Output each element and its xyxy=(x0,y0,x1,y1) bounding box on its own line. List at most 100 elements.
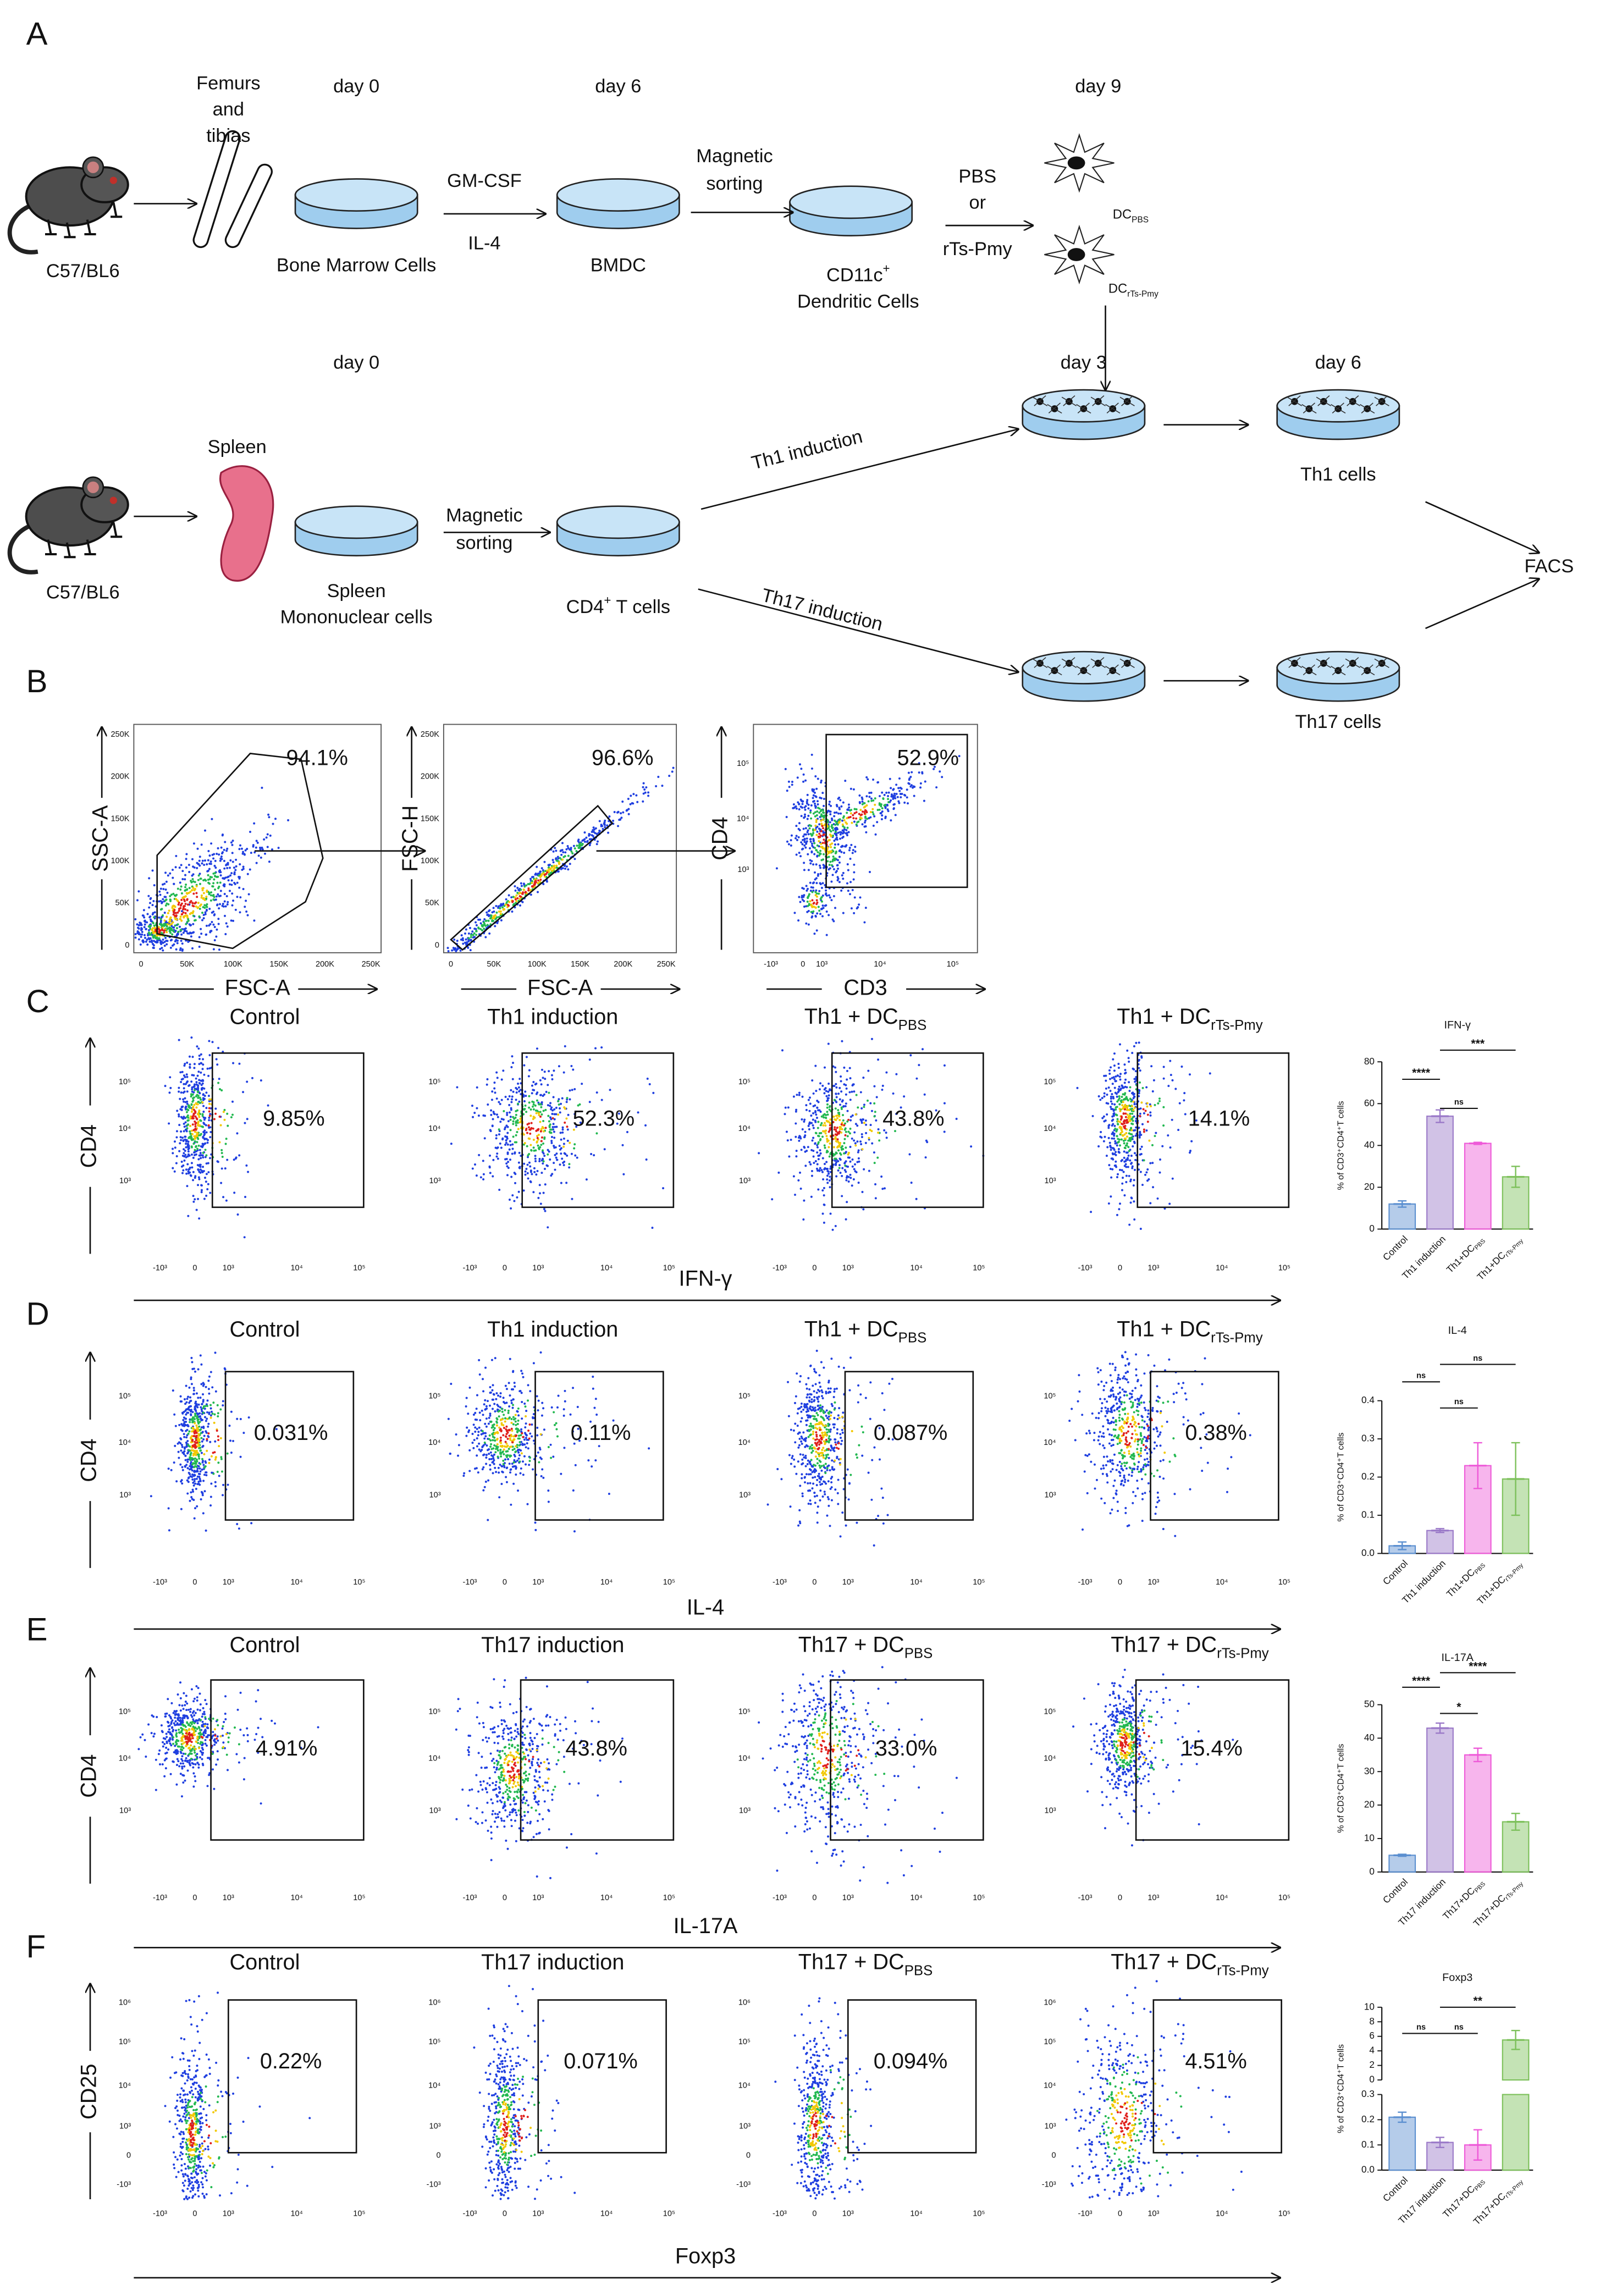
event-dot xyxy=(141,933,144,936)
event-dot xyxy=(886,803,889,806)
event-dot xyxy=(648,1083,651,1085)
event-dot xyxy=(1146,1113,1149,1116)
event-dot xyxy=(1124,1116,1127,1118)
event-dot xyxy=(644,791,647,794)
event-dot xyxy=(207,874,209,876)
event-dot xyxy=(201,1461,204,1464)
event-dot xyxy=(855,817,858,820)
event-dot xyxy=(525,884,528,887)
event-dot xyxy=(647,794,650,797)
event-dot xyxy=(1118,1138,1121,1141)
event-dot xyxy=(812,1092,815,1095)
event-dot xyxy=(819,1138,822,1140)
event-dot xyxy=(522,1133,525,1136)
label: GM-CSF xyxy=(447,170,522,191)
event-dot xyxy=(1129,1159,1132,1162)
event-dot xyxy=(216,1471,219,1473)
event-dot xyxy=(173,909,176,912)
event-dot xyxy=(814,805,817,808)
event-dot xyxy=(492,1175,494,1178)
event-dot xyxy=(217,893,219,896)
event-dot xyxy=(192,1074,195,1077)
event-dot xyxy=(178,1039,180,1041)
event-dot xyxy=(549,1105,551,1107)
event-dot xyxy=(842,871,845,874)
event-dot xyxy=(172,869,174,871)
event-dot xyxy=(820,900,823,903)
event-dot xyxy=(662,1187,665,1190)
event-dot xyxy=(518,1151,521,1154)
event-dot xyxy=(506,1113,509,1116)
mouse-ear-inner xyxy=(87,161,99,173)
event-dot xyxy=(202,1058,205,1061)
event-dot xyxy=(903,793,906,796)
label: C57/BL6 xyxy=(46,261,120,282)
event-dot xyxy=(841,874,843,877)
event-dot xyxy=(533,882,536,885)
event-dot xyxy=(565,1182,568,1184)
event-dot xyxy=(179,888,182,891)
event-dot xyxy=(1169,1074,1172,1077)
event-dot xyxy=(461,937,464,940)
event-dot xyxy=(943,1102,946,1105)
event-dot xyxy=(196,1469,198,1472)
event-dot xyxy=(504,1126,507,1129)
event-dot xyxy=(554,1153,556,1156)
event-dot xyxy=(814,824,817,827)
event-dot xyxy=(837,1109,840,1112)
event-dot xyxy=(784,1106,787,1109)
event-dot xyxy=(807,829,809,832)
event-dot xyxy=(529,1169,532,1172)
event-dot xyxy=(823,1194,825,1197)
event-dot xyxy=(854,1144,857,1147)
y-tick-label: 10⁵ xyxy=(737,759,749,768)
event-dot xyxy=(247,1171,250,1173)
event-dot xyxy=(224,1167,227,1170)
event-dot xyxy=(193,1470,196,1473)
event-dot xyxy=(180,892,183,895)
event-dot xyxy=(189,1405,191,1408)
event-dot xyxy=(542,1191,545,1194)
event-dot xyxy=(203,904,206,907)
event-dot xyxy=(1129,1086,1132,1089)
event-dot xyxy=(205,1131,208,1134)
event-dot xyxy=(151,941,153,943)
event-dot xyxy=(493,1081,496,1084)
event-dot xyxy=(833,1128,836,1131)
event-dot xyxy=(185,1436,188,1439)
event-dot xyxy=(842,801,845,804)
event-dot xyxy=(205,897,208,900)
event-dot xyxy=(552,850,555,853)
event-dot xyxy=(187,864,190,866)
event-dot xyxy=(511,1095,514,1098)
event-dot xyxy=(196,1147,198,1150)
event-dot xyxy=(196,847,199,850)
event-dot xyxy=(502,1069,505,1072)
event-dot xyxy=(192,910,195,913)
event-dot xyxy=(194,1370,197,1373)
event-dot xyxy=(148,916,151,919)
event-dot xyxy=(812,797,814,799)
event-dot xyxy=(207,1388,210,1390)
event-dot xyxy=(1131,1112,1134,1115)
event-dot xyxy=(198,864,201,867)
event-dot xyxy=(198,1477,201,1480)
event-dot xyxy=(187,892,190,895)
event-dot xyxy=(538,1184,541,1186)
panel-label: A xyxy=(26,16,48,52)
event-dot xyxy=(814,811,816,814)
mouse-leg xyxy=(64,222,76,239)
event-dot xyxy=(159,887,162,890)
event-dot xyxy=(510,1089,512,1091)
x-tick-label: 0 xyxy=(503,1264,507,1273)
event-dot xyxy=(539,870,542,873)
event-dot xyxy=(561,1131,564,1134)
event-dot xyxy=(200,1088,203,1091)
event-dot xyxy=(785,816,788,819)
event-dot xyxy=(1177,1129,1180,1132)
event-dot xyxy=(544,1183,547,1186)
event-dot xyxy=(600,1099,603,1101)
event-dot xyxy=(848,1067,851,1069)
event-dot xyxy=(495,1113,498,1116)
